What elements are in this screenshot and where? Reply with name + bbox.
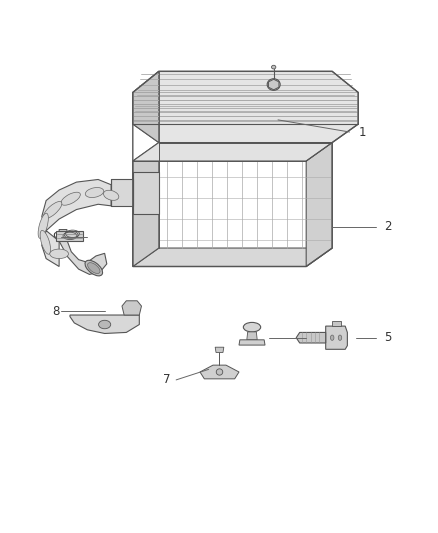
Polygon shape: [133, 172, 159, 214]
Text: 7: 7: [163, 374, 170, 386]
Ellipse shape: [87, 263, 100, 273]
Text: 6: 6: [314, 331, 321, 344]
Ellipse shape: [103, 190, 119, 200]
Text: 8: 8: [53, 305, 60, 318]
Ellipse shape: [49, 249, 68, 259]
Ellipse shape: [85, 188, 103, 198]
Polygon shape: [296, 333, 325, 343]
Polygon shape: [111, 180, 133, 206]
Text: 1: 1: [357, 125, 365, 139]
Ellipse shape: [85, 260, 102, 276]
Polygon shape: [238, 340, 265, 345]
Ellipse shape: [338, 335, 341, 341]
Polygon shape: [56, 231, 83, 241]
Polygon shape: [200, 365, 238, 379]
Polygon shape: [246, 332, 257, 340]
Polygon shape: [305, 142, 332, 266]
Polygon shape: [133, 248, 332, 266]
Text: 5: 5: [383, 331, 391, 344]
Polygon shape: [122, 301, 141, 315]
Ellipse shape: [61, 192, 80, 205]
Polygon shape: [215, 347, 223, 352]
Ellipse shape: [43, 201, 62, 219]
Polygon shape: [42, 180, 111, 266]
Polygon shape: [133, 71, 357, 142]
Polygon shape: [133, 71, 159, 142]
Ellipse shape: [271, 65, 275, 69]
Ellipse shape: [243, 322, 260, 332]
Ellipse shape: [40, 230, 50, 254]
Ellipse shape: [38, 213, 48, 238]
Ellipse shape: [216, 369, 222, 375]
Ellipse shape: [99, 320, 110, 329]
Polygon shape: [268, 79, 278, 90]
Polygon shape: [59, 230, 106, 274]
Polygon shape: [332, 321, 340, 326]
Polygon shape: [70, 315, 139, 334]
Text: 2: 2: [383, 221, 391, 233]
Text: 9: 9: [53, 231, 60, 244]
Polygon shape: [325, 326, 346, 349]
Ellipse shape: [267, 79, 279, 90]
Polygon shape: [133, 142, 332, 161]
Polygon shape: [133, 142, 159, 266]
Ellipse shape: [330, 335, 333, 341]
